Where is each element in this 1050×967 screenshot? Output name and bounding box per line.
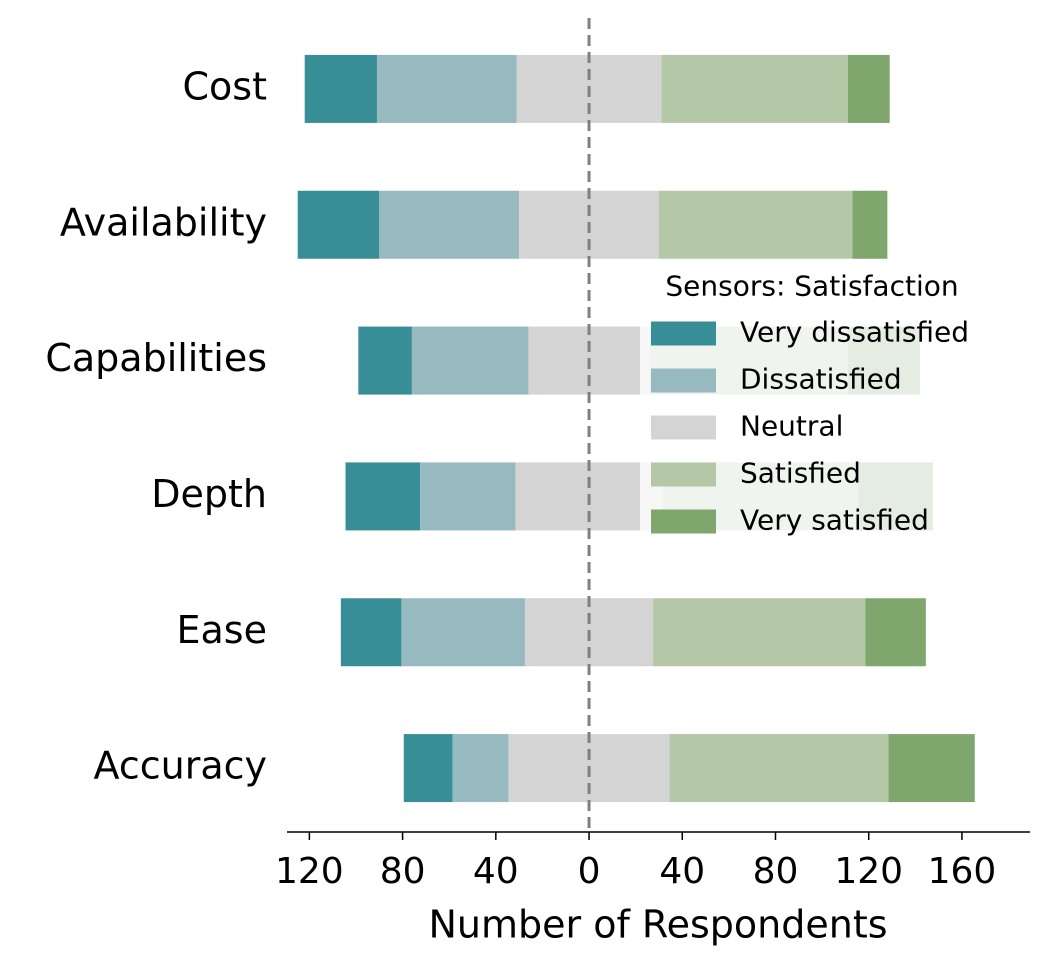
legend-swatch (651, 509, 716, 534)
legend-swatch (651, 321, 716, 346)
bar-segment (340, 598, 402, 667)
x-axis-label: Number of Respondents (428, 903, 887, 947)
bar-segment (888, 734, 975, 803)
bar-segment (847, 54, 890, 123)
x-tick-label: 40 (659, 851, 705, 892)
legend-label: Very dissatisfied (740, 316, 969, 349)
bar-segment (411, 326, 529, 395)
x-tick-label: 80 (380, 851, 426, 892)
bar-segment (852, 190, 888, 259)
bar-segment (661, 54, 848, 123)
bar-segment (658, 190, 853, 259)
bar-segment (403, 734, 453, 803)
x-tick-label: 40 (473, 851, 519, 892)
y-tick-label: Depth (151, 472, 267, 516)
x-tick-label: 80 (753, 851, 799, 892)
bar-segment (420, 462, 516, 531)
x-tick-label: 120 (275, 851, 344, 892)
y-tick-label: Capabilities (45, 336, 267, 380)
bar-segment (358, 326, 412, 395)
bar-segment (376, 54, 517, 123)
y-tick-label: Accuracy (94, 744, 268, 788)
x-tick-label: 0 (578, 851, 601, 892)
x-tick-label: 160 (928, 851, 997, 892)
y-tick-label: Cost (183, 64, 267, 108)
legend-swatch (651, 368, 716, 393)
legend-swatch (651, 415, 716, 440)
bar-segment (401, 598, 525, 667)
bar-segment (304, 54, 377, 123)
bar-segment (865, 598, 926, 667)
legend-box (640, 264, 1012, 591)
legend-label: Dissatisfied (740, 363, 902, 396)
legend-label: Neutral (740, 410, 843, 443)
legend-label: Satisfied (740, 457, 861, 490)
legend-title: Sensors: Satisfaction (665, 270, 958, 303)
y-tick-label: Ease (177, 608, 267, 652)
bar-segment (379, 190, 520, 259)
y-tick-label: Availability (60, 200, 267, 244)
legend-swatch (651, 462, 716, 487)
bar-segment (669, 734, 889, 803)
bar-segment (297, 190, 380, 259)
bar-segment (653, 598, 866, 667)
legend-label: Very satisfied (740, 504, 929, 537)
bar-segment (452, 734, 509, 803)
bar-segment (345, 462, 421, 531)
x-tick-label: 120 (834, 851, 903, 892)
